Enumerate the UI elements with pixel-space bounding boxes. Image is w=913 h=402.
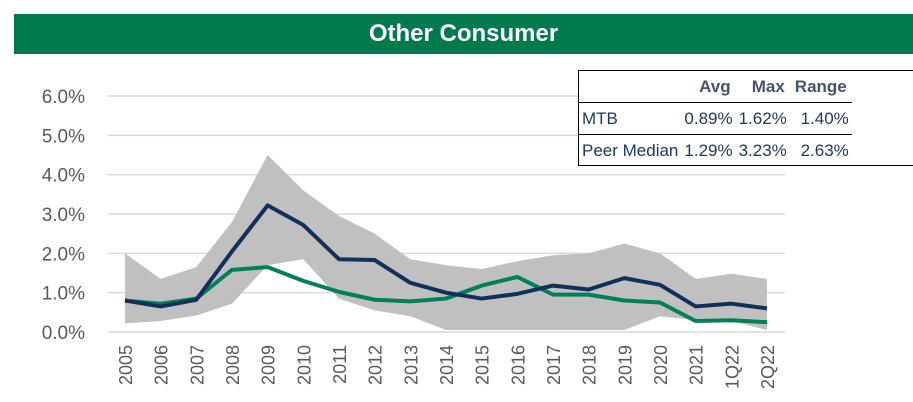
cell: 1.29%: [681, 134, 736, 165]
x-tick-label: 1Q22: [722, 345, 742, 389]
x-tick-label: 2012: [366, 345, 386, 385]
x-tick-label: 2008: [223, 345, 243, 385]
x-tick-label: 2007: [187, 345, 207, 385]
row-label: Peer Median: [579, 134, 682, 165]
table: Avg Max Range MTB 0.89% 1.62% 1.40% Peer…: [579, 71, 852, 165]
stats-table: Avg Max Range MTB 0.89% 1.62% 1.40% Peer…: [578, 70, 913, 166]
header-cell: Max: [751, 76, 785, 96]
y-tick-label: 1.0%: [42, 284, 85, 305]
x-tick-label: 2020: [651, 345, 671, 385]
line-series: [124, 265, 768, 325]
x-tick-label: 2013: [401, 345, 421, 385]
x-tick-label: 2Q22: [758, 345, 778, 389]
row-label: MTB: [579, 102, 682, 135]
chart-title: Other Consumer: [14, 14, 913, 54]
line-series: [124, 203, 768, 311]
x-tick-label: 2021: [687, 345, 707, 385]
x-tick-label: 2014: [437, 345, 457, 385]
y-tick-label: 0.0%: [42, 323, 85, 344]
y-tick-label: 5.0%: [42, 126, 85, 147]
range-band: [125, 155, 767, 331]
table-header: Avg Max Range: [579, 71, 852, 103]
header-cell: Avg: [699, 76, 731, 96]
x-tick-label: 2017: [544, 345, 564, 385]
x-tick-label: 2019: [615, 345, 635, 385]
table-row: MTB 0.89% 1.62% 1.40%: [579, 102, 852, 135]
cell: 3.23%: [735, 134, 790, 165]
y-tick-label: 2.0%: [42, 244, 85, 265]
y-tick-label: 6.0%: [42, 87, 85, 108]
y-tick-label: 4.0%: [42, 166, 85, 187]
x-tick-label: 2005: [116, 345, 136, 385]
x-tick-label: 2011: [330, 345, 350, 384]
cell: 0.89%: [681, 102, 736, 135]
x-tick-label: 2018: [580, 345, 600, 385]
header-cell: Range: [794, 76, 847, 96]
x-tick-label: 2016: [508, 345, 528, 385]
x-tick-label: 2006: [152, 345, 172, 385]
x-tick-label: 2009: [259, 345, 279, 385]
cell: 2.63%: [789, 134, 852, 165]
x-tick-label: 2015: [473, 345, 493, 385]
cell: 1.40%: [789, 102, 852, 135]
corner: [579, 71, 681, 103]
y-tick-label: 3.0%: [42, 205, 85, 226]
table-row: Peer Median 1.29% 3.23% 2.63%: [579, 134, 852, 165]
cell: 1.62%: [735, 102, 790, 135]
x-tick-label: 2010: [294, 345, 314, 385]
